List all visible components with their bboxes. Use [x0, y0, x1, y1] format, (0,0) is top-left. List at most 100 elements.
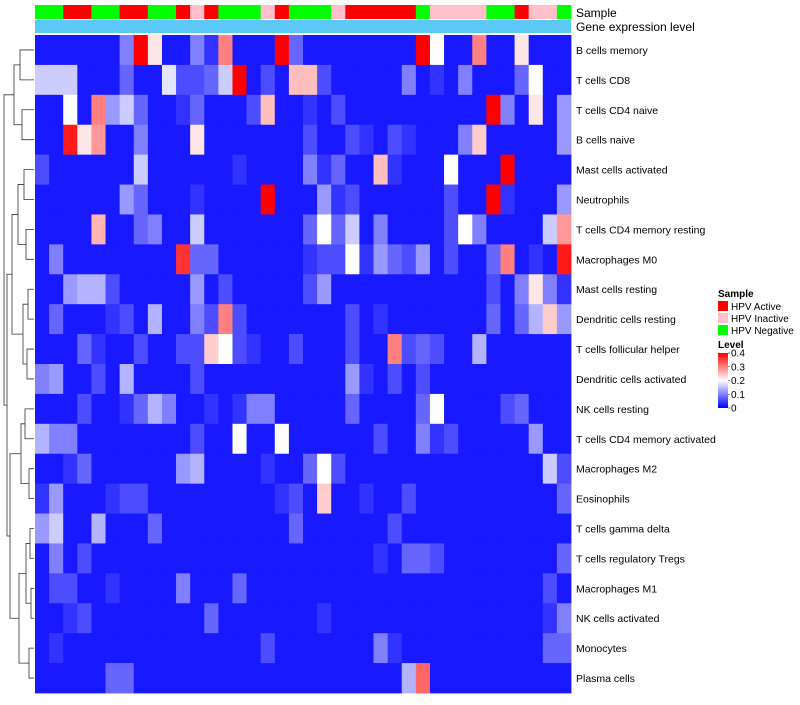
- heatmap-cell: [415, 513, 431, 544]
- heatmap-cell: [260, 603, 276, 634]
- row-label: T cells CD4 naive: [576, 105, 658, 117]
- heatmap-cell: [147, 94, 163, 126]
- heatmap-cell: [232, 94, 247, 126]
- heatmap-cell: [161, 334, 177, 365]
- heatmap-cell: [63, 304, 78, 335]
- sample-annotation-cell: [232, 5, 247, 19]
- heatmap-cell: [147, 423, 163, 455]
- heatmap-cell: [161, 124, 177, 156]
- heatmap-cell: [190, 364, 205, 395]
- heatmap-cell: [119, 64, 135, 96]
- heatmap-cell: [331, 423, 346, 455]
- heatmap-cell: [260, 124, 276, 156]
- heatmap-cell: [260, 453, 276, 485]
- heatmap-cell: [63, 244, 78, 275]
- heatmap-cell: [232, 244, 247, 275]
- heatmap-cell: [387, 453, 403, 485]
- heatmap-cell: [458, 423, 473, 455]
- heatmap-cell: [274, 423, 290, 455]
- heatmap-cell: [105, 94, 121, 126]
- heatmap-cell: [373, 603, 389, 634]
- heatmap-cell: [49, 35, 64, 66]
- heatmap-cell: [105, 453, 121, 485]
- heatmap-cell: [514, 334, 530, 365]
- heatmap-cell: [458, 543, 473, 574]
- heatmap-cell: [486, 214, 501, 245]
- sample-annotation-cell: [359, 5, 374, 19]
- row-label: T cells regulatory Tregs: [576, 553, 685, 565]
- heatmap-cell: [303, 274, 318, 305]
- heatmap-cell: [514, 633, 530, 664]
- heatmap-cell: [429, 543, 445, 574]
- heatmap-cell: [401, 663, 417, 694]
- heatmap-cell: [331, 274, 346, 305]
- heatmap-cell: [556, 393, 572, 425]
- heatmap-cell: [232, 603, 247, 634]
- heatmap-cell: [415, 64, 431, 96]
- heatmap-cell: [147, 334, 163, 365]
- heatmap-cell: [176, 663, 191, 694]
- heatmap-cell: [514, 94, 530, 126]
- heatmap-cell: [176, 334, 191, 365]
- heatmap-cell: [119, 154, 135, 185]
- heatmap-cell: [444, 663, 459, 694]
- heatmap-cell: [77, 244, 92, 275]
- heatmap-cell: [147, 35, 163, 66]
- heatmap-cell: [119, 184, 135, 215]
- heatmap-cell: [63, 364, 78, 395]
- heatmap-cell: [317, 124, 332, 156]
- heatmap-cell: [190, 94, 205, 126]
- heatmap-cell: [514, 573, 530, 604]
- heatmap-cell: [500, 513, 515, 544]
- heatmap-cell: [331, 214, 346, 245]
- heatmap-cell: [190, 423, 205, 455]
- heatmap-cell: [415, 423, 431, 455]
- heatmap-cell: [133, 334, 149, 365]
- heatmap-cell: [458, 483, 473, 514]
- heatmap-cell: [246, 244, 262, 275]
- heatmap-cell: [246, 633, 262, 664]
- heatmap-cell: [472, 334, 487, 365]
- heatmap-cell: [486, 633, 501, 664]
- heatmap-cell: [345, 633, 360, 664]
- heatmap-cell: [331, 184, 346, 215]
- heatmap-cell: [288, 633, 304, 664]
- heatmap-cell: [359, 94, 374, 126]
- legend-entry-label: HPV Inactive: [731, 314, 789, 325]
- annotation-label-sample: Sample: [576, 6, 617, 20]
- heatmap-cell: [303, 393, 318, 425]
- heatmap-cell: [176, 573, 191, 604]
- heatmap-cell: [444, 184, 459, 215]
- row-label: Mast cells resting: [576, 284, 657, 296]
- sample-annotation-cell: [472, 5, 487, 19]
- heatmap-cell: [415, 543, 431, 574]
- heatmap-cell: [35, 543, 50, 574]
- heatmap-cell: [556, 154, 572, 185]
- heatmap-cell: [359, 573, 374, 604]
- heatmap-cell: [528, 35, 544, 66]
- heatmap-cell: [317, 393, 332, 425]
- heatmap-cell: [161, 603, 177, 634]
- heatmap-cell: [345, 483, 360, 514]
- dendrogram-branch: [18, 572, 29, 664]
- heatmap-cell: [77, 334, 92, 365]
- row-label: Eosinophils: [576, 494, 630, 506]
- heatmap-cell: [288, 483, 304, 514]
- heatmap-cell: [218, 94, 233, 126]
- heatmap-cell: [528, 393, 544, 425]
- row-label: B cells naive: [576, 135, 635, 147]
- heatmap-cell: [204, 304, 219, 335]
- heatmap-cell: [35, 184, 50, 215]
- heatmap-cell: [161, 573, 177, 604]
- legend-swatch: [718, 325, 728, 335]
- heatmap-cell: [204, 35, 219, 66]
- heatmap-cell: [556, 274, 572, 305]
- heatmap-cell: [500, 603, 515, 634]
- heatmap-cell: [514, 423, 530, 455]
- heatmap-cell: [204, 603, 219, 634]
- heatmap-cell: [232, 64, 247, 96]
- heatmap-cell: [542, 573, 558, 604]
- legend-title-sample: Sample: [718, 289, 754, 300]
- heatmap-cell: [444, 124, 459, 156]
